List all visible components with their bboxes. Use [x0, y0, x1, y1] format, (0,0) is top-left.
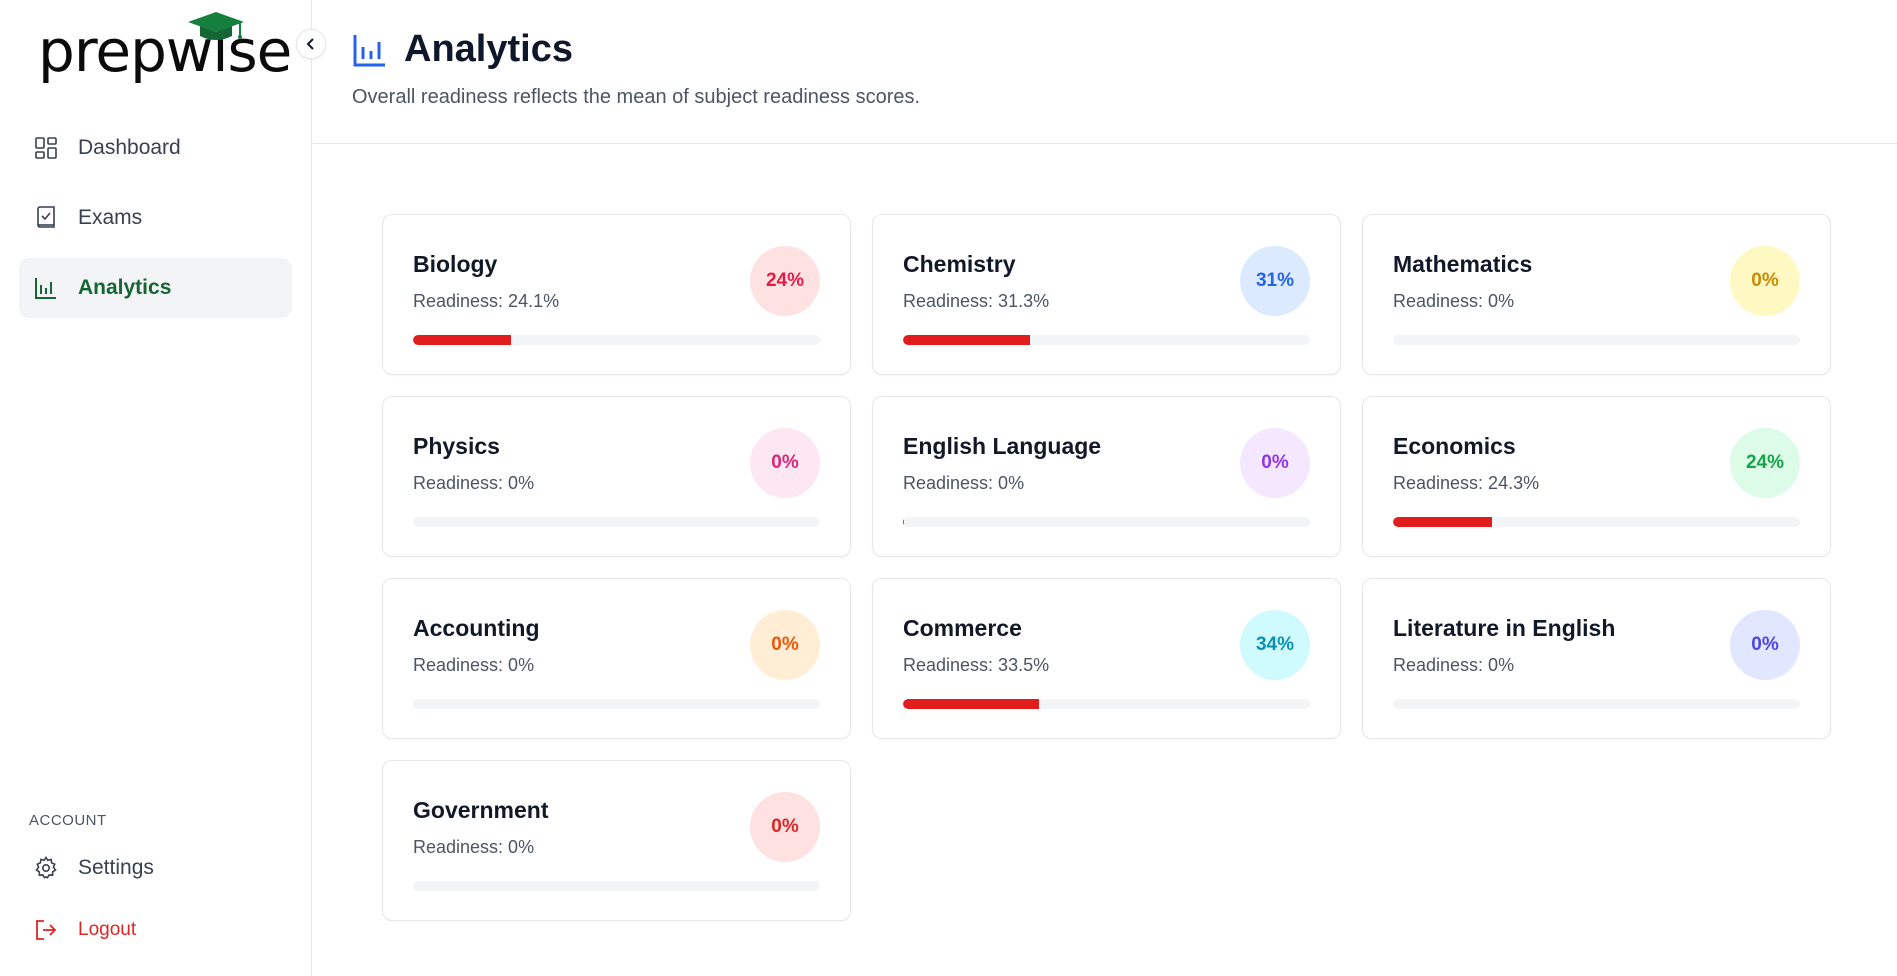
- subject-readiness-text: Readiness: 0%: [413, 655, 535, 675]
- readiness-badge: 0%: [750, 428, 820, 498]
- readiness-badge: 31%: [1240, 246, 1310, 316]
- subject-card-government[interactable]: Government Readiness: 0% 0%: [382, 760, 851, 921]
- dashboard-grid-icon: [34, 136, 58, 160]
- readiness-badge: 0%: [750, 792, 820, 862]
- sidebar-item-exams[interactable]: Exams: [19, 188, 292, 248]
- subject-name: Accounting: [413, 615, 540, 641]
- subject-readiness-text: Readiness: 24.3%: [1393, 473, 1540, 493]
- subject-name: Government: [413, 797, 549, 823]
- title-row: Analytics: [352, 28, 573, 71]
- progress-fill: [903, 699, 1040, 709]
- progress-fill: [413, 335, 512, 345]
- logo-text: prepwise: [38, 17, 292, 85]
- subject-name: Chemistry: [903, 251, 1016, 277]
- logout-link[interactable]: Logout: [34, 918, 136, 942]
- subject-name: Mathematics: [1393, 251, 1533, 277]
- subject-card-economics[interactable]: Economics Readiness: 24.3% 24%: [1362, 396, 1831, 557]
- progress-track: [1393, 699, 1800, 709]
- gear-icon: [34, 856, 58, 880]
- subject-name: Commerce: [903, 615, 1022, 641]
- subject-name: Literature in English: [1393, 615, 1616, 641]
- subject-readiness-text: Readiness: 0%: [413, 473, 535, 493]
- subject-card-mathematics[interactable]: Mathematics Readiness: 0% 0%: [1362, 214, 1831, 375]
- sidebar-collapse-button[interactable]: [296, 29, 326, 59]
- subject-readiness-text: Readiness: 24.1%: [413, 291, 560, 311]
- progress-track: [1393, 335, 1800, 345]
- readiness-badge: 0%: [1730, 246, 1800, 316]
- logout-label: Logout: [78, 919, 137, 940]
- subject-card-physics[interactable]: Physics Readiness: 0% 0%: [382, 396, 851, 557]
- logo[interactable]: prepwise: [38, 12, 292, 86]
- sidebar-item-label: Analytics: [78, 276, 172, 299]
- sidebar-nav: Dashboard Exams: [19, 118, 292, 328]
- subject-card-chemistry[interactable]: Chemistry Readiness: 31.3% 31%: [872, 214, 1341, 375]
- subject-name: English Language: [903, 433, 1102, 459]
- chevron-left-icon: [306, 38, 314, 50]
- progress-track: [903, 335, 1310, 345]
- page-subtitle: Overall readiness reflects the mean of s…: [352, 86, 921, 108]
- progress-track: [413, 517, 820, 527]
- progress-track: [903, 699, 1310, 709]
- progress-track: [413, 699, 820, 709]
- progress-fill: [1393, 517, 1492, 527]
- sidebar-item-label: Dashboard: [78, 136, 181, 159]
- analytics-bars-icon: [353, 34, 385, 66]
- sidebar-item-analytics[interactable]: Analytics: [19, 258, 292, 318]
- graduation-cap-icon: [188, 12, 244, 40]
- readiness-badge: 0%: [1240, 428, 1310, 498]
- subject-card-accounting[interactable]: Accounting Readiness: 0% 0%: [382, 578, 851, 739]
- readiness-badge: 34%: [1240, 610, 1310, 680]
- subject-card-literature-in-english[interactable]: Literature in English Readiness: 0% 0%: [1362, 578, 1831, 739]
- subject-readiness-text: Readiness: 31.3%: [903, 291, 1050, 311]
- readiness-badge: 24%: [750, 246, 820, 316]
- analytics-bars-icon: [34, 276, 58, 300]
- subject-name: Biology: [413, 251, 498, 277]
- account-section-label: ACCOUNT: [29, 812, 107, 829]
- subject-card-commerce[interactable]: Commerce Readiness: 33.5% 34%: [872, 578, 1341, 739]
- sidebar-item-label: Exams: [78, 206, 143, 229]
- progress-fill: [903, 335, 1031, 345]
- subject-readiness-text: Readiness: 0%: [1393, 655, 1515, 675]
- sidebar: prepwise Dashboard: [0, 0, 312, 976]
- subject-readiness-text: Readiness: 33.5%: [903, 655, 1050, 675]
- subject-readiness-text: Readiness: 0%: [413, 837, 535, 857]
- subject-readiness-text: Readiness: 0%: [903, 473, 1025, 493]
- subject-card-english-language[interactable]: English Language Readiness: 0% 0%: [872, 396, 1341, 557]
- settings-link[interactable]: Settings: [34, 856, 154, 880]
- progress-track: [413, 881, 820, 891]
- exams-book-icon: [34, 206, 58, 230]
- sidebar-item-dashboard[interactable]: Dashboard: [19, 118, 292, 178]
- progress-track: [1393, 517, 1800, 527]
- progress-track: [413, 335, 820, 345]
- page-title: Analytics: [404, 28, 573, 70]
- progress-fill: [903, 517, 904, 527]
- page-header: Analytics Overall readiness reflects the…: [313, 0, 1897, 144]
- readiness-badge: 0%: [750, 610, 820, 680]
- subject-card-biology[interactable]: Biology Readiness: 24.1% 24%: [382, 214, 851, 375]
- subject-readiness-text: Readiness: 0%: [1393, 291, 1515, 311]
- subject-grid: Biology Readiness: 24.1% 24% Chemistry R…: [382, 214, 1831, 921]
- subject-name: Physics: [413, 433, 500, 459]
- readiness-badge: 24%: [1730, 428, 1800, 498]
- readiness-badge: 0%: [1730, 610, 1800, 680]
- settings-label: Settings: [78, 856, 154, 879]
- progress-track: [903, 517, 1310, 527]
- subject-name: Economics: [1393, 433, 1516, 459]
- logout-icon: [34, 918, 58, 942]
